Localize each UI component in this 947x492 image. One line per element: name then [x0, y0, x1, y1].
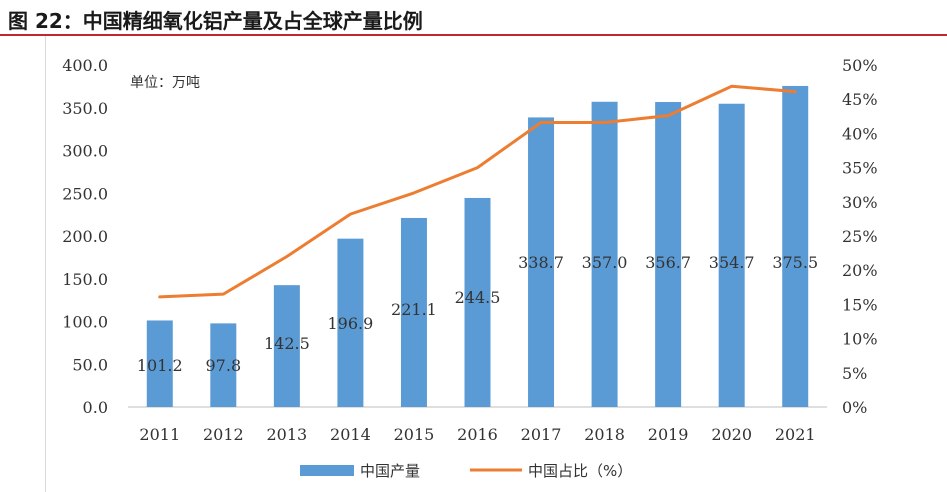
bar	[210, 323, 237, 407]
y-right-tick-label: 30%	[842, 193, 878, 212]
bar	[464, 197, 491, 407]
bar-data-labels: 101.2 97.8 142.5 196.9 221.1 244.5 338.7 357.0 3…	[137, 253, 818, 375]
y-right-tick-label: 50%	[842, 56, 878, 75]
bar-data-label: 338.7	[518, 253, 564, 272]
figure-title: 图 22：中国精细氧化铝产量及占全球产量比例	[8, 9, 423, 33]
bar-data-label: 101.2	[137, 356, 183, 375]
bar-data-label: 356.7	[645, 253, 691, 272]
bar	[273, 285, 300, 407]
x-tick-label: 2012	[203, 425, 244, 444]
bar	[591, 101, 618, 407]
y-left-tick-label: 150.0	[62, 270, 108, 289]
bar-series-production	[146, 85, 809, 408]
bar-data-label: 354.7	[709, 253, 755, 272]
x-tick-label: 2020	[711, 425, 752, 444]
y-right-tick-label: 25%	[842, 227, 878, 246]
bar	[400, 217, 427, 407]
title-divider	[0, 34, 947, 36]
x-tick-label: 2015	[394, 425, 435, 444]
y-right-tick-label: 10%	[842, 330, 878, 349]
x-tick-label: 2014	[330, 425, 371, 444]
y-right-tick-label: 15%	[842, 295, 878, 314]
y-left-tick-label: 50.0	[72, 355, 108, 374]
bar-data-label: 97.8	[206, 356, 242, 375]
bar	[782, 85, 809, 407]
bar-data-label: 375.5	[772, 253, 818, 272]
legend-line-label: 中国占比（%）	[528, 462, 632, 480]
y-left-tick-label: 400.0	[62, 56, 108, 75]
x-tick-label: 2013	[267, 425, 308, 444]
y-left-tick-label: 100.0	[62, 313, 108, 332]
bar-data-label: 196.9	[328, 314, 374, 333]
bar	[655, 102, 682, 408]
y-axis-right: 0% 5% 10% 15% 20% 25% 30% 35% 40% 45% 50%	[842, 56, 878, 417]
y-left-tick-label: 200.0	[62, 227, 108, 246]
bar-data-label: 244.5	[455, 288, 501, 307]
x-tick-label: 2018	[584, 425, 625, 444]
x-axis: 2011 2012 2013 2014 2015 2016 2017 2018 2019 2020…	[128, 406, 827, 444]
y-axis-left: 0.0 50.0 100.0 150.0 200.0 250.0 300.0 350.0 400…	[62, 56, 108, 417]
y-right-tick-label: 0%	[842, 398, 867, 417]
figure-header: 图 22：中国精细氧化铝产量及占全球产量比例	[0, 0, 947, 36]
x-tick-label: 2019	[648, 425, 689, 444]
bar-data-label: 142.5	[264, 334, 310, 353]
y-right-tick-label: 45%	[842, 90, 878, 109]
y-left-tick-label: 250.0	[62, 184, 108, 203]
left-border-line	[45, 36, 46, 492]
x-tick-label: 2017	[521, 425, 562, 444]
line-series-share	[158, 84, 797, 299]
y-right-tick-label: 20%	[842, 261, 878, 280]
y-left-tick-label: 300.0	[62, 142, 108, 161]
y-right-tick-label: 5%	[842, 364, 867, 383]
bar-data-label: 357.0	[582, 253, 628, 272]
y-right-tick-label: 40%	[842, 124, 878, 143]
x-tick-label: 2011	[139, 425, 180, 444]
y-right-tick-label: 35%	[842, 159, 878, 178]
y-left-tick-label: 0.0	[83, 398, 108, 417]
x-tick-label: 2016	[457, 425, 498, 444]
bar-data-label: 221.1	[391, 300, 437, 319]
x-tick-label: 2021	[775, 425, 816, 444]
bar	[718, 103, 745, 407]
bar	[528, 117, 555, 407]
legend-bar-swatch	[300, 465, 354, 476]
legend: 中国产量 中国占比（%）	[300, 462, 632, 480]
legend-bar-label: 中国产量	[360, 462, 420, 480]
bar	[146, 320, 173, 407]
y-left-tick-label: 350.0	[62, 99, 108, 118]
bar	[337, 238, 364, 407]
unit-label: 单位：万吨	[130, 75, 200, 91]
